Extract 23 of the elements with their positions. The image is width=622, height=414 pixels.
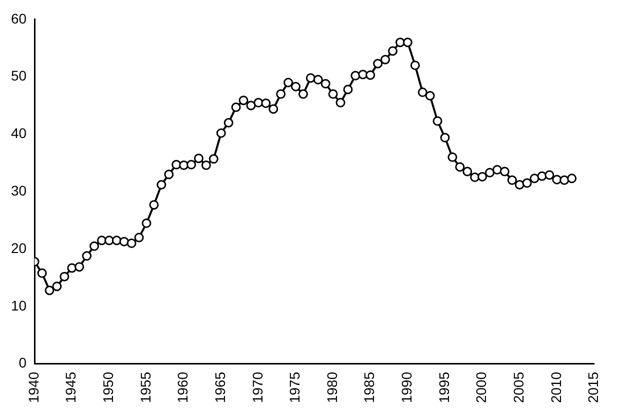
x-tick-label: 2010 [548, 372, 564, 404]
x-tick-label: 1965 [212, 372, 228, 404]
y-tick-label: 40 [10, 125, 27, 142]
x-tick-label: 2015 [585, 372, 602, 404]
x-tick-label: 1955 [137, 372, 154, 404]
x-tick-label: 1990 [398, 372, 415, 404]
x-tick-label: 1945 [62, 372, 79, 404]
x-tick-label: 1950 [100, 372, 116, 404]
x-tick-label: 2005 [510, 372, 526, 404]
x-tick-label: 1985 [361, 372, 378, 404]
x-tick-label: 1980 [324, 372, 340, 404]
x-tick-label: 1940 [25, 372, 42, 404]
y-tick-label: 0 [18, 354, 27, 371]
y-tick-label: 50 [10, 68, 27, 84]
x-tick-label: 1975 [286, 372, 303, 404]
x-tick-label: 1995 [436, 372, 452, 404]
y-tick-label: 20 [10, 240, 27, 256]
y-tick-label: 60 [10, 10, 27, 26]
x-tick-label: 1960 [174, 372, 191, 404]
x-tick-label: 2000 [473, 372, 490, 404]
x-tick-label: 1970 [249, 372, 266, 404]
y-tick-label: 30 [10, 182, 27, 198]
y-tick-label: 10 [10, 297, 27, 314]
